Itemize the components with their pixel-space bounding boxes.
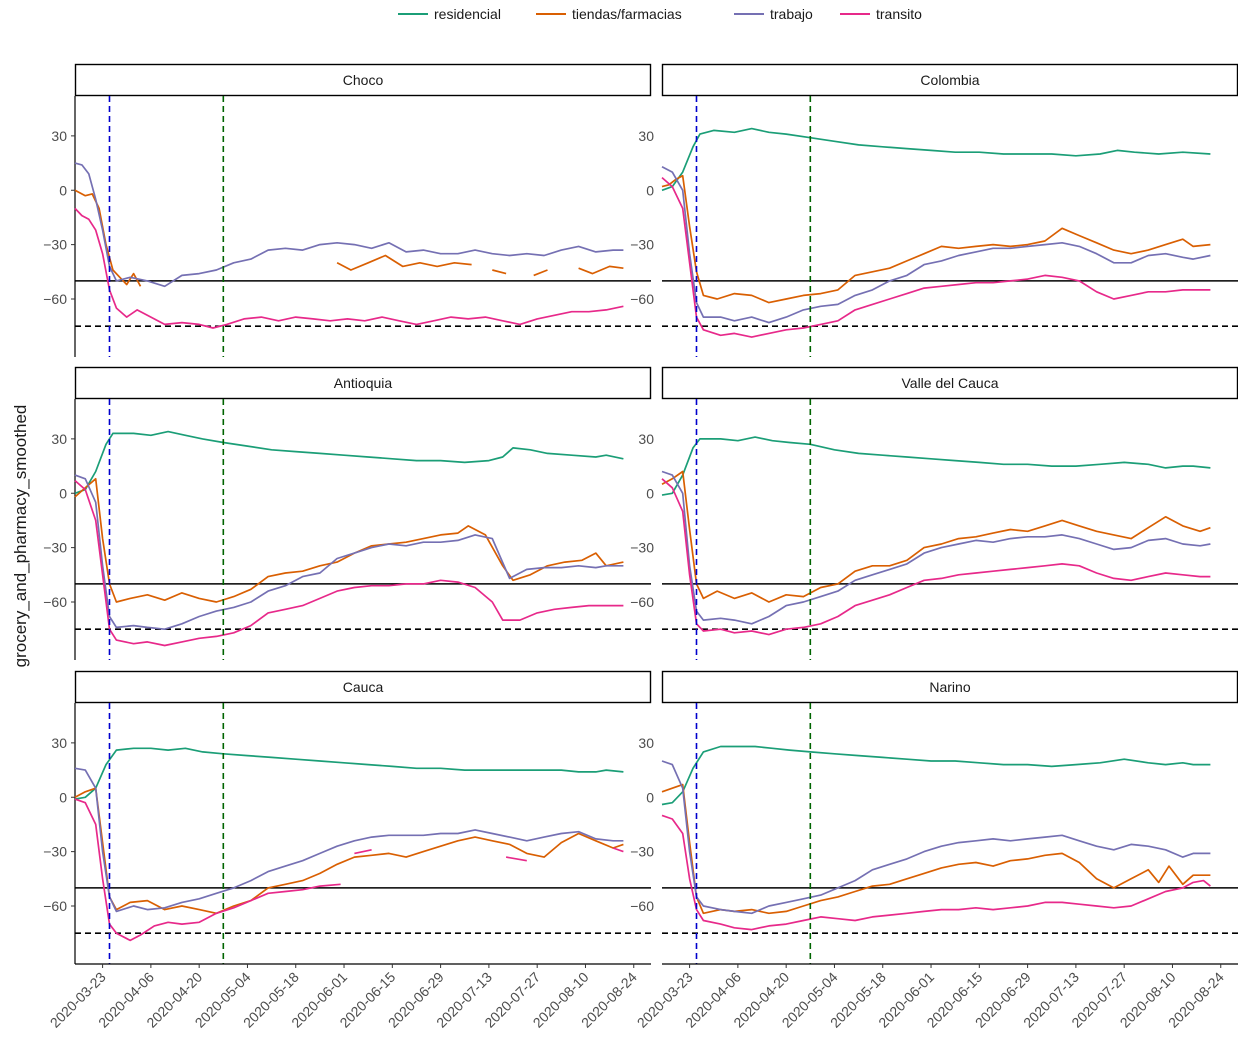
y-tick-label: −60	[630, 898, 654, 914]
legend-item-transito: transito	[840, 6, 922, 22]
series-line-residencial	[74, 430, 624, 495]
legend: residencial tiendas/farmacias trabajo trans…	[398, 6, 922, 22]
y-tick-label: −30	[630, 844, 654, 860]
x-axis: 2020-03-232020-04-062020-04-202020-05-04…	[47, 963, 1238, 1031]
y-tick-label: −30	[43, 237, 67, 253]
panel-narino: Narino 30 0 −30 −60	[630, 670, 1238, 964]
series-line-tiendas-farmacias	[661, 174, 1211, 304]
legend-label-transito: transito	[876, 6, 922, 22]
strip-cauca	[74, 670, 652, 704]
y-tick-label: −60	[630, 594, 654, 610]
panel-colombia: Colombia 30 0 −30 −60	[630, 63, 1238, 357]
series-line-transito	[74, 479, 624, 647]
y-tick-label: 30	[638, 128, 654, 144]
y-tick-label: −30	[630, 540, 654, 556]
series-line-trabajo	[661, 165, 1211, 324]
y-tick-label: 30	[638, 431, 654, 447]
legend-label-residencial: residencial	[434, 6, 501, 22]
series-line-tiendas-farmacias	[661, 470, 1211, 603]
legend-label-tiendas-farmacias: tiendas/farmacias	[572, 6, 682, 22]
series-line-transito	[74, 207, 624, 329]
strip-label-cauca: Cauca	[343, 679, 384, 695]
legend-item-tiendas-farmacias: tiendas/farmacias	[536, 6, 682, 22]
series-line-residencial	[661, 436, 1211, 496]
strip-label-colombia: Colombia	[920, 72, 979, 88]
series-line-transito	[661, 176, 1211, 338]
y-tick-label: 30	[51, 735, 67, 751]
legend-item-residencial: residencial	[398, 6, 501, 22]
y-tick-label: 30	[51, 431, 67, 447]
y-tick-label: 30	[51, 128, 67, 144]
y-tick-label: 0	[646, 182, 654, 198]
y-tick-label: 0	[59, 182, 67, 198]
y-tick-label: 30	[638, 735, 654, 751]
y-tick-label: 0	[59, 789, 67, 805]
y-tick-label: −30	[43, 540, 67, 556]
panel-valle-del-cauca: Valle del Cauca 30 0 −30 −60	[630, 366, 1238, 660]
strip-label-choco: Choco	[343, 72, 384, 88]
y-tick-label: −30	[630, 237, 654, 253]
facet-panels: Choco300−30−60Colombia300−30−60Antioquia…	[43, 63, 1238, 964]
series-line-trabajo	[74, 162, 624, 288]
series-line-transito	[661, 478, 1211, 636]
series-line-tiendas-farmacias	[74, 787, 624, 915]
panel-antioquia: Antioquia 30 0 −30 −60	[43, 366, 652, 660]
series-line-tiendas-farmacias	[74, 189, 624, 287]
series-line-residencial	[74, 747, 624, 800]
series-line-transito	[661, 814, 1211, 931]
series-line-tiendas-farmacias	[661, 783, 1211, 915]
strip-antioquia	[74, 366, 652, 400]
strip-label-narino: Narino	[929, 679, 970, 695]
strip-narino	[661, 670, 1238, 704]
strip-valle-del-cauca	[661, 366, 1238, 400]
y-tick-label: −60	[630, 291, 654, 307]
legend-item-trabajo: trabajo	[734, 6, 813, 22]
strip-label-antioquia: Antioquia	[334, 375, 393, 391]
series-line-trabajo	[74, 767, 624, 913]
series-line-residencial	[661, 745, 1211, 806]
panel-cauca: Cauca 30 0 −30 −60	[43, 670, 652, 964]
strip-colombia	[661, 63, 1238, 97]
panel-choco: Choco 30 0 −30 −60	[43, 63, 652, 357]
y-tick-label: 0	[646, 789, 654, 805]
legend-label-trabajo: trabajo	[770, 6, 813, 22]
series-line-residencial	[661, 127, 1211, 192]
y-tick-label: −60	[43, 291, 67, 307]
strip-choco	[74, 63, 652, 97]
y-tick-label: −60	[43, 898, 67, 914]
y-axis-title: grocery_and_pharmacy_smoothed	[11, 405, 30, 668]
strip-label-valle-del-cauca: Valle del Cauca	[901, 375, 998, 391]
series-line-trabajo	[661, 470, 1211, 625]
y-tick-label: −60	[43, 594, 67, 610]
series-line-trabajo	[661, 760, 1211, 915]
y-tick-label: 0	[646, 485, 654, 501]
y-tick-label: −30	[43, 844, 67, 860]
series-line-transito	[74, 798, 624, 942]
y-tick-label: 0	[59, 485, 67, 501]
series-line-trabajo	[74, 474, 624, 631]
series-line-tiendas-farmacias	[74, 477, 624, 603]
